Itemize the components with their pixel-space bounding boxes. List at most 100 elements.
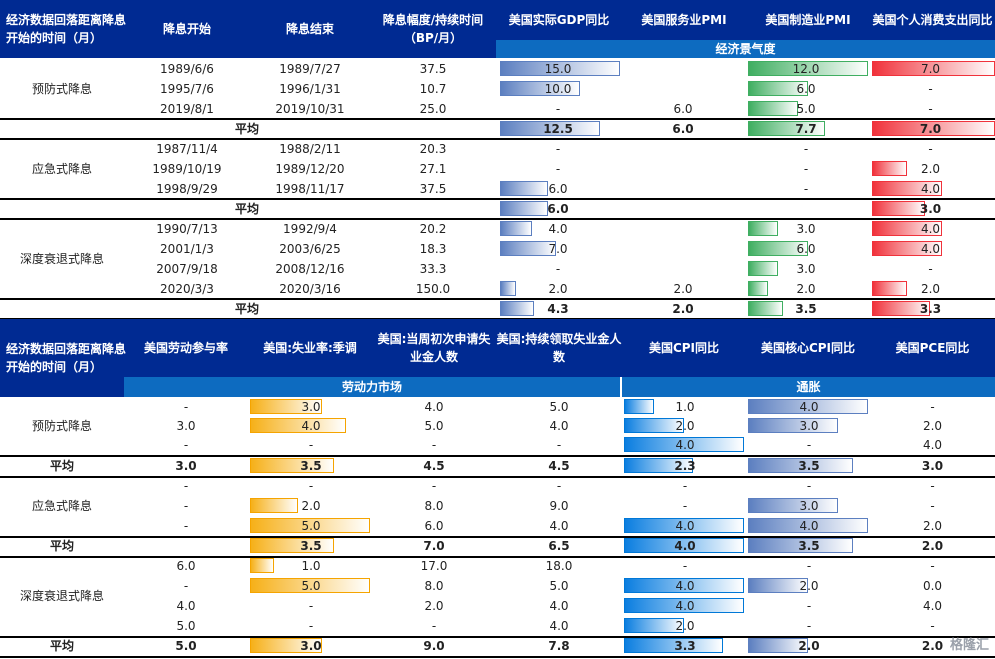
avg-cell: 7.0: [919, 122, 942, 136]
row-separator: [0, 455, 995, 457]
top-cell: 20.3: [419, 142, 447, 156]
top-cell: -: [555, 102, 561, 116]
top-cell: -: [555, 142, 561, 156]
top-cell: 1989/12/20: [275, 162, 345, 176]
top-cell: -: [928, 262, 933, 276]
bottom-cell: 8.0: [424, 499, 444, 513]
avg-cell: 6.0: [547, 202, 569, 216]
bottom-cell: 4.0: [424, 400, 444, 414]
top-cell: 2.0: [673, 282, 693, 296]
top-cell: 2020/3/16: [279, 282, 341, 296]
top-cell: 2001/1/3: [160, 242, 214, 256]
top-cell: [622, 239, 744, 259]
data-bar: [872, 281, 908, 296]
category-label: 深度衰退式降息: [19, 589, 104, 603]
bottom-cell: 5.0: [301, 579, 321, 593]
bottom-cell: 3.0: [301, 400, 321, 414]
bottom-cell: -: [806, 479, 812, 493]
top-cell: -: [803, 182, 809, 196]
top-cell: 2008/12/16: [275, 262, 345, 276]
data-bar: [748, 518, 868, 533]
bottom-cell: 6.0: [424, 519, 444, 533]
bottom-cell: 2.0: [799, 579, 819, 593]
bottom-cell: -: [930, 559, 935, 573]
bottom-cell: -: [556, 479, 562, 493]
bottom-cell: -: [183, 519, 189, 533]
data-bar: [500, 281, 516, 296]
category-label: 预防式降息: [31, 419, 92, 433]
avg-cell: 2.0: [798, 639, 820, 653]
avg-cell: 2.0: [672, 302, 694, 316]
data-bar: [250, 418, 346, 433]
data-bar: [748, 81, 808, 96]
bottom-cell: -: [183, 400, 189, 414]
avg-cell: 6.0: [672, 122, 694, 136]
bottom-cell: -: [183, 479, 189, 493]
avg-cell: 4.0: [674, 539, 696, 553]
bottom-cell: 2.0: [301, 499, 321, 513]
top-cell: 6.0: [796, 82, 816, 96]
top-cell: 33.3: [419, 262, 447, 276]
top-header-cell: 美国制造业PMI: [765, 13, 851, 27]
avg-bar: [500, 201, 548, 216]
bottom-cell: 6.0: [176, 559, 196, 573]
bottom-cell: 2.0: [922, 419, 943, 433]
avg-cell: 6.5: [548, 539, 570, 553]
top-cell: 1995/7/6: [160, 82, 214, 96]
bottom-cell: 4.0: [675, 438, 695, 452]
top-cell: 7.0: [548, 242, 568, 256]
top-cell: 2.0: [796, 282, 816, 296]
top-cell: 2.0: [548, 282, 568, 296]
bottom-header-cell: 美国核心CPI同比: [760, 341, 856, 355]
data-bar: [250, 558, 274, 573]
bottom-cell: 2.0: [922, 519, 943, 533]
top-cell: 1998/11/17: [275, 182, 345, 196]
top-cell: 37.5: [419, 182, 447, 196]
avg-cell: 4.5: [423, 459, 445, 473]
avg-bar: [748, 458, 853, 473]
top-cell: 1989/6/6: [160, 62, 214, 76]
data-bar: [748, 498, 838, 513]
top-cell: 10.0: [544, 82, 572, 96]
avg-cell: 3.5: [300, 539, 322, 553]
top-cell: 1989/7/27: [279, 62, 341, 76]
top-group-subheader: 经济景气度: [496, 40, 995, 58]
avg-label: 平均: [49, 639, 74, 653]
data-bar: [624, 399, 654, 414]
bottom-cell: 4.0: [922, 438, 943, 452]
top-header-cell: 经济数据回落距离降息开始的时间（月）: [6, 13, 127, 45]
row-separator: [0, 118, 995, 120]
avg-label: 平均: [234, 202, 259, 216]
row-separator: [0, 138, 995, 140]
bottom-cell: -: [682, 559, 688, 573]
avg-cell: 3.0: [300, 639, 322, 653]
top-cell: 18.3: [419, 242, 447, 256]
avg-bar: [748, 638, 808, 653]
bottom-cell: 2.0: [424, 599, 444, 613]
top-cell: [622, 59, 744, 79]
avg-bar: [500, 301, 535, 316]
bottom-cell: -: [183, 438, 189, 452]
bottom-cell: 4.0: [176, 599, 196, 613]
data-bar: [748, 578, 808, 593]
data-bar: [250, 399, 322, 414]
bottom-cell: 3.0: [799, 419, 819, 433]
avg-cell: 2.3: [674, 459, 696, 473]
bottom-cell: 4.0: [799, 519, 819, 533]
avg-cell: [124, 536, 248, 556]
data-bar: [624, 578, 744, 593]
category-label: 应急式降息: [31, 162, 92, 176]
bottom-cell: 4.0: [675, 579, 695, 593]
bottom-cell: 4.0: [675, 519, 695, 533]
avg-cell: 2.0: [921, 539, 944, 553]
top-cell: -: [803, 162, 809, 176]
top-cell: 37.5: [419, 62, 447, 76]
data-bar: [500, 181, 548, 196]
top-cell: 1992/9/4: [283, 222, 337, 236]
top-header-cell: 美国服务业PMI: [641, 13, 727, 27]
avg-bar: [748, 301, 783, 316]
bottom-cell: 3.0: [799, 499, 819, 513]
data-bar: [250, 518, 370, 533]
avg-bar: [500, 121, 600, 136]
top-cell: 2007/9/18: [156, 262, 218, 276]
